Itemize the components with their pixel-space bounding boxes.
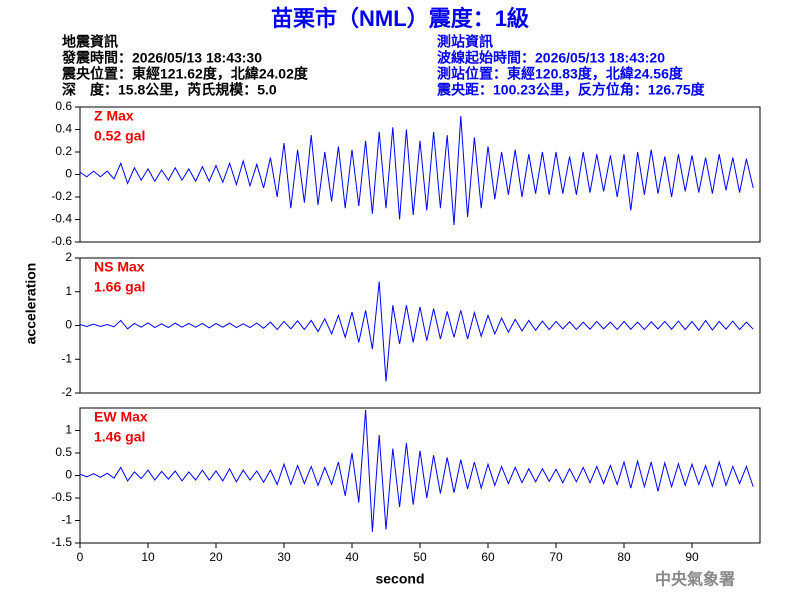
x-tick-label: 90 <box>685 550 699 564</box>
x-tick-label: 40 <box>345 550 359 564</box>
y-tick-label: 1 <box>65 423 72 437</box>
x-tick-label: 80 <box>617 550 631 564</box>
y-tick-label: -0.5 <box>51 490 72 504</box>
max-label: 1.66 gal <box>94 279 145 295</box>
waveform <box>79 409 754 532</box>
y-tick-label: -0.2 <box>51 189 72 203</box>
y-tick-label: 2 <box>65 250 72 264</box>
y-tick-label: -1 <box>61 351 72 365</box>
info-line: 發震時間：2026/05/13 18:43:30 <box>61 50 262 66</box>
y-tick-label: 0 <box>65 468 72 482</box>
x-tick-label: 70 <box>549 550 563 564</box>
x-tick-label: 60 <box>481 550 495 564</box>
y-tick-label: 0.6 <box>55 99 72 113</box>
y-tick-label: 0.2 <box>55 144 72 158</box>
x-tick-label: 20 <box>209 550 223 564</box>
y-tick-label: 0 <box>65 318 72 332</box>
panel-label: EW Max <box>94 409 148 425</box>
x-tick-label: 10 <box>141 550 155 564</box>
info-line: 測站位置：東經120.83度，北緯24.56度 <box>437 66 684 82</box>
agency: 中央氣象署 <box>655 570 735 589</box>
max-label: 1.46 gal <box>94 429 145 445</box>
info-line: 震央距：100.23公里，反方位角：126.75度 <box>436 82 706 98</box>
info-line: 深 度：15.8公里，芮氏規模：5.0 <box>62 82 277 98</box>
y-tick-label: 0.4 <box>55 122 72 136</box>
y-tick-label: -1 <box>61 513 72 527</box>
info-line: 震央位置：東經121.62度，北緯24.02度 <box>61 66 309 82</box>
y-tick-label: 0.5 <box>55 445 72 459</box>
y-tick-label: -0.6 <box>51 234 72 248</box>
panel-label: Z Max <box>94 108 134 124</box>
waveform <box>79 115 754 226</box>
info-line: 地震資訊 <box>62 34 118 50</box>
title: 苗栗市（NML）震度：1級 <box>271 6 529 31</box>
y-tick-label: 0 <box>65 167 72 181</box>
y-tick-label: -1.5 <box>51 535 72 549</box>
y-tick-label: -2 <box>61 385 72 399</box>
panel-frame <box>79 257 761 394</box>
panel-frame <box>79 407 761 544</box>
x-tick-label: 50 <box>413 550 427 564</box>
waveform <box>79 281 754 382</box>
y-tick-label: -0.4 <box>51 212 72 226</box>
max-label: 0.52 gal <box>94 128 145 144</box>
y-tick-label: 1 <box>65 284 72 298</box>
x-tick-label: 30 <box>277 550 291 564</box>
y-axis-label: acceleration <box>23 263 39 345</box>
panel-frame <box>79 106 761 243</box>
x-tick-label: 0 <box>77 550 84 564</box>
panel-label: NS Max <box>94 259 145 275</box>
x-axis-label: second <box>375 571 424 587</box>
info-line: 測站資訊 <box>437 34 493 50</box>
info-line: 波線起始時間：2026/05/13 18:43:20 <box>437 50 665 66</box>
